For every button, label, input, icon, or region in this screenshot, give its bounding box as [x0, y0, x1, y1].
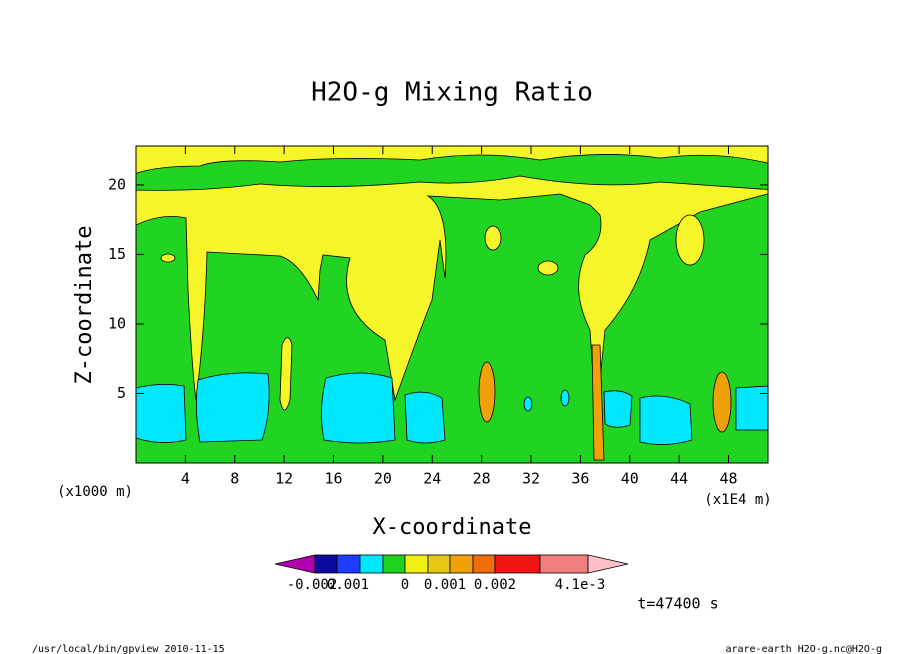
colorbar-label: 0.001 — [327, 577, 369, 593]
colorbar-box — [359, 554, 384, 574]
x-tick-label: 36 — [571, 470, 589, 488]
x-axis-label: X-coordinate — [373, 515, 532, 540]
colorbar-box — [539, 554, 589, 574]
x-unit-left: (x1000 m) — [57, 484, 133, 500]
x-tick-label: 8 — [230, 470, 239, 488]
x-tick-label: 12 — [275, 470, 293, 488]
chart-title: H2O-g Mixing Ratio — [311, 78, 593, 108]
x-tick-label: 24 — [423, 470, 441, 488]
time-label: t=47400 s — [637, 595, 718, 613]
y-tick-label: 5 — [117, 384, 126, 402]
x-tick-label: 4 — [181, 470, 190, 488]
x-tick-label: 20 — [374, 470, 392, 488]
y-axis-label: Z-coordinate — [72, 226, 97, 385]
colorbar-box — [494, 554, 541, 574]
footer-left: /usr/local/bin/gpview 2010-11-15 — [32, 644, 225, 654]
x-tick-label: 48 — [719, 470, 737, 488]
footer-right: arare-earth_H2O-g.nc@H2O-g — [725, 644, 882, 654]
plot-frame — [135, 145, 769, 464]
x-tick-label: 40 — [621, 470, 639, 488]
colorbar-box — [404, 554, 429, 574]
colorbar-box — [336, 554, 361, 574]
y-tick-label: 10 — [108, 314, 126, 332]
y-tick-label: 15 — [108, 245, 126, 263]
colorbar-label: 4.1e-3 — [555, 577, 606, 593]
colorbar-box — [427, 554, 451, 574]
colorbar-extend-low — [274, 554, 316, 574]
colorbar-box — [449, 554, 474, 574]
colorbar-label: 0.001 — [424, 577, 466, 593]
x-tick-label: 32 — [522, 470, 540, 488]
colorbar-extend-high — [587, 554, 629, 574]
y-tick-label: 20 — [108, 175, 126, 193]
colorbar-label: 0.002 — [474, 577, 516, 593]
x-tick-label: 44 — [670, 470, 688, 488]
contour-field — [136, 146, 768, 463]
colorbar-label: -0.002 — [287, 577, 338, 593]
x-unit-right: (x1E4 m) — [704, 492, 771, 508]
colorbar-box — [472, 554, 496, 574]
colorbar-label: 0 — [401, 577, 409, 593]
x-tick-label: 16 — [324, 470, 342, 488]
x-tick-label: 28 — [473, 470, 491, 488]
colorbar-box — [382, 554, 406, 574]
colorbar-box — [314, 554, 338, 574]
